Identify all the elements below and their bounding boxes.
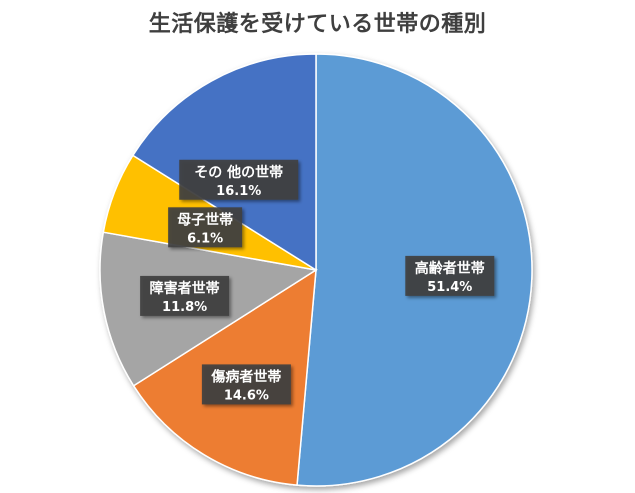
slice-value-label: 11.8% bbox=[162, 300, 207, 315]
data-label: その 他の世帯 16.1% bbox=[179, 159, 299, 200]
data-label: 傷病者世帯 14.6% bbox=[201, 364, 291, 405]
data-label: 障害者世帯 11.8% bbox=[140, 275, 230, 316]
slice-label: 高齢者世帯 bbox=[415, 260, 485, 277]
data-label-box bbox=[168, 207, 243, 248]
slice-value-label: 6.1% bbox=[187, 231, 223, 246]
slice-label: 障害者世帯 bbox=[150, 280, 220, 297]
slice-value-label: 16.1% bbox=[216, 184, 261, 199]
slice-label: 傷病者世帯 bbox=[210, 368, 281, 385]
slice-label: 母子世帯 bbox=[177, 211, 233, 228]
chart-title: 生活保護を受けている世帯の種別 bbox=[148, 12, 487, 37]
data-label-box bbox=[140, 275, 230, 316]
slice-value-label: 51.4% bbox=[427, 280, 472, 295]
data-label: 母子世帯 6.1% bbox=[168, 207, 243, 248]
slice-label: その 他の世帯 bbox=[194, 164, 283, 181]
data-label-box bbox=[201, 364, 291, 405]
data-label-box bbox=[179, 159, 299, 200]
slice-value-label: 14.6% bbox=[224, 388, 269, 403]
data-label-box bbox=[405, 255, 495, 296]
data-label: 高齢者世帯 51.4% bbox=[405, 255, 495, 296]
